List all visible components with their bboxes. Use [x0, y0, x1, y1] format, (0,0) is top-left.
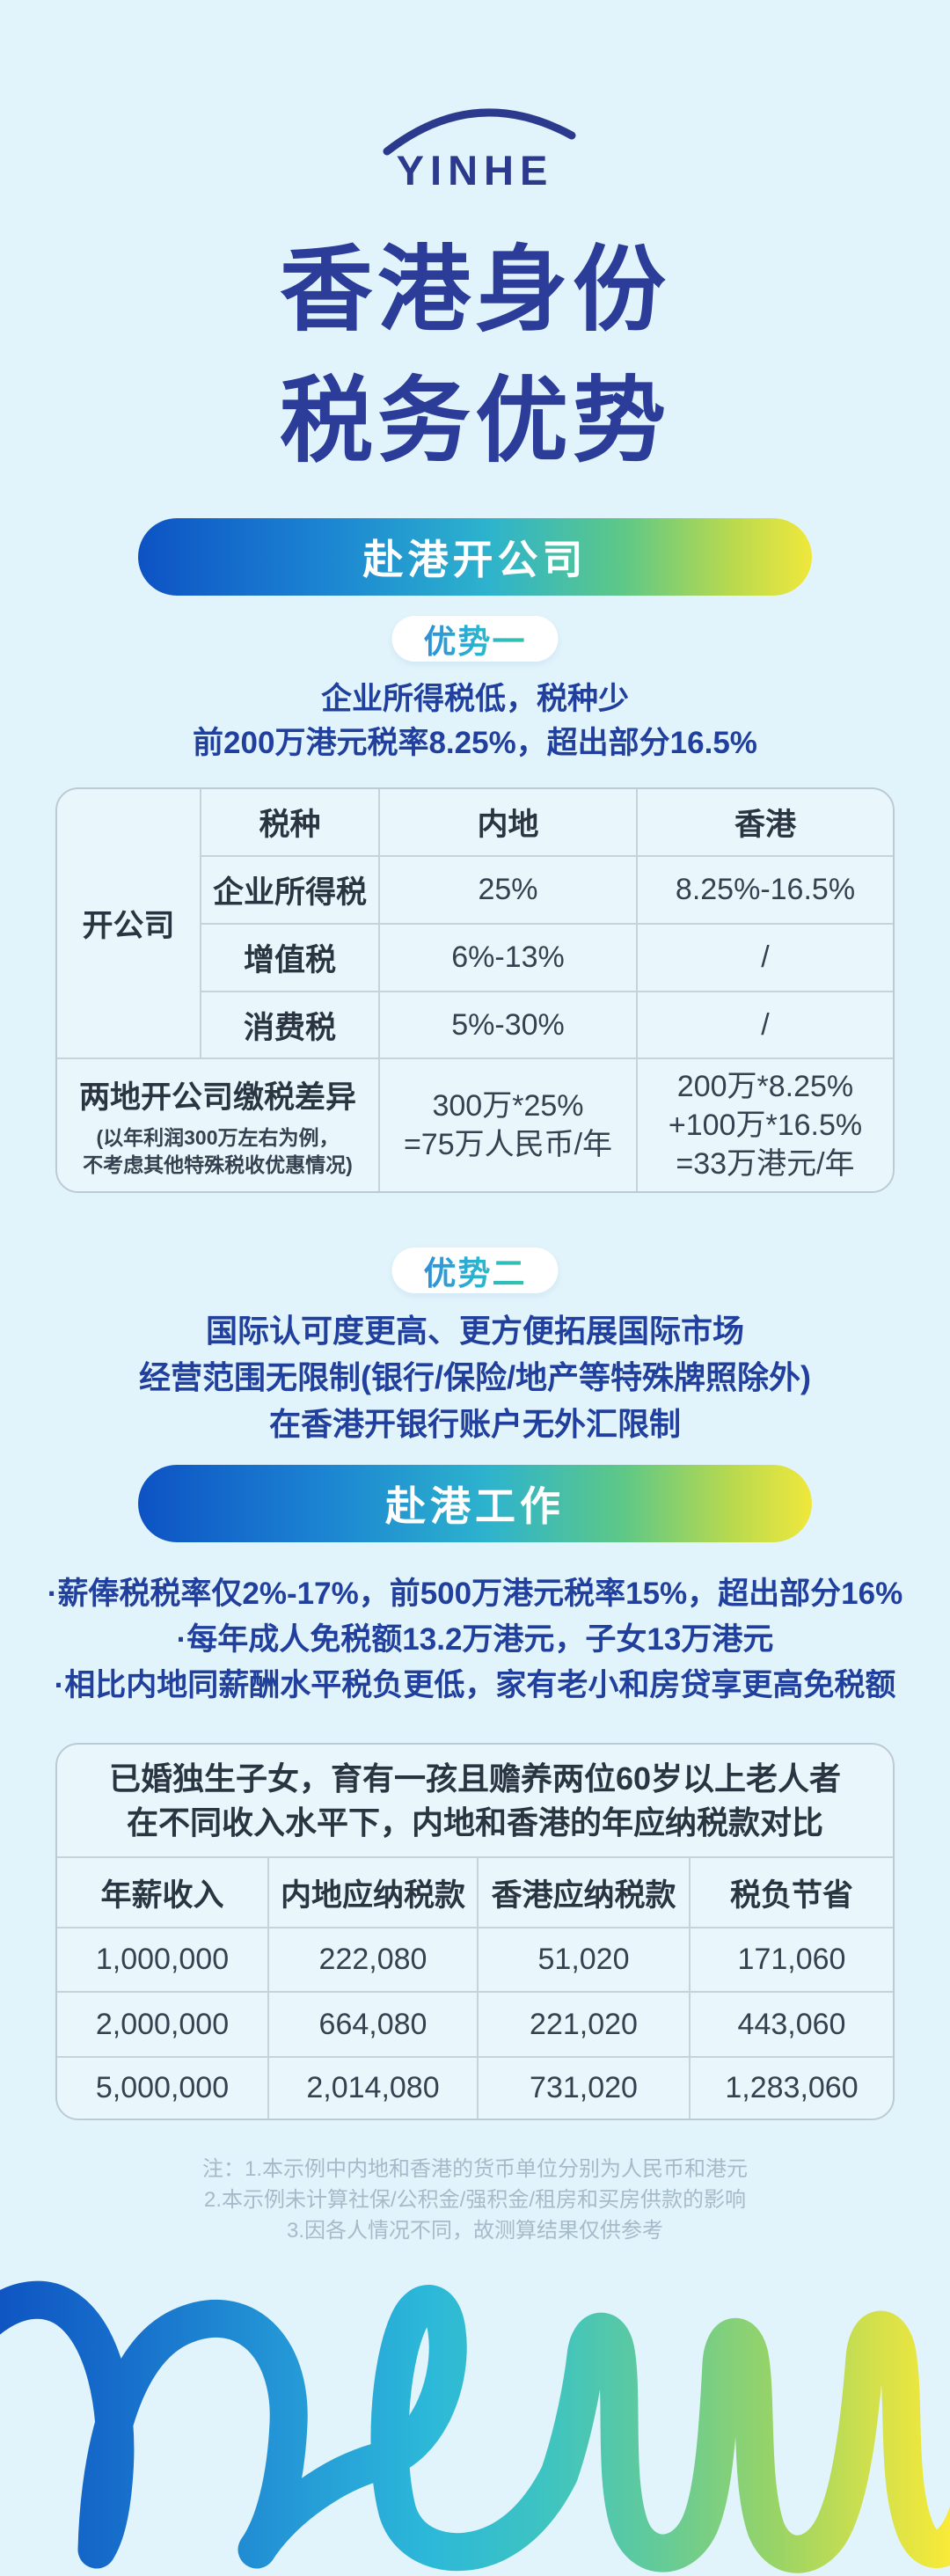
salary-table-cell: 171,060 [691, 1928, 893, 1993]
advantage1-badge-label: 优势一 [424, 615, 527, 662]
tax-table-diff-label-cell: 两地开公司缴税差异 (以年利润300万左右为例， 不考虑其他特殊税收优惠情况) [57, 1059, 380, 1191]
tax-table-cell: / [638, 925, 893, 992]
section-banner-company-label: 赴港开公司 [362, 537, 588, 582]
tax-table-header-hongkong: 香港 [638, 789, 893, 857]
work-bullet: ·薪俸税税率仅2%-17%，前500万港元税率15%，超出部分16% [47, 1577, 903, 1611]
section-banner-work: 赴港工作 [138, 1465, 812, 1542]
disclaimer-note: 2.本示例未计算社保/公积金/强积金/租房和买房供款的影响 [203, 2188, 747, 2212]
advantage2-line: 在香港开银行账户无外汇限制 [268, 1406, 681, 1442]
salary-compare-table: 已婚独生子女，育有一孩且赡养两位60岁以上老人者 在不同收入水平下，内地和香港的… [55, 1743, 895, 2120]
logo: YINHE [325, 81, 625, 197]
salary-table-header-saving: 税负节省 [691, 1858, 893, 1928]
advantage2-line: 经营范围无限制(银行/保险/地产等特殊牌照除外) [139, 1359, 811, 1395]
salary-table-cell: 2,000,000 [57, 1993, 269, 2058]
advantage1-text: 企业所得税低，税种少 前200万港元税率8.25%，超出部分16.5% [0, 677, 950, 765]
tax-table-diff-mainland: 300万*25% =75万人民币/年 [380, 1059, 638, 1191]
tax-table-diff-hongkong: 200万*8.25% +100万*16.5% =33万港元/年 [668, 1070, 863, 1181]
disclaimer-note: 3.因各人情况不同，故测算结果仅供参考 [286, 2219, 663, 2243]
salary-table-header-income: 年薪收入 [57, 1858, 269, 1928]
footer-script-new [0, 2280, 950, 2573]
salary-table-title-line1: 已婚独生子女，育有一孩且赡养两位60岁以上老人者 [108, 1760, 842, 1797]
advantage1-line: 前200万港元税率8.25%，超出部分16.5% [193, 726, 757, 760]
tax-table-cell: / [638, 992, 893, 1059]
disclaimer-notes: 注：1.本示例中内地和香港的货币单位分别为人民币和港元 2.本示例未计算社保/公… [0, 2154, 950, 2246]
tax-table-cell: 5%-30% [380, 992, 638, 1059]
tax-table-cell: 消费税 [201, 992, 380, 1059]
section-banner-company: 赴港开公司 [138, 518, 812, 596]
disclaimer-note: 注：1.本示例中内地和香港的货币单位分别为人民币和港元 [201, 2157, 748, 2181]
work-bullet: ·相比内地同薪酬水平税负更低，家有老小和房贷享更高免税额 [54, 1668, 896, 1702]
salary-table-header-mainland: 内地应纳税款 [269, 1858, 479, 1928]
tax-table-cell: 6%-13% [380, 925, 638, 992]
advantage1-badge: 优势一 [391, 615, 559, 662]
section-banner-work-label: 赴港工作 [385, 1483, 565, 1529]
advantage2-badge: 优势二 [391, 1247, 559, 1294]
salary-table-cell: 2,014,080 [269, 2058, 479, 2119]
tax-table-header-type: 税种 [201, 789, 380, 857]
salary-table-cell: 221,020 [479, 1993, 691, 2058]
advantage1-line: 企业所得税低，税种少 [320, 682, 629, 716]
salary-table-title-line2: 在不同收入水平下，内地和香港的年应纳税款对比 [126, 1804, 823, 1841]
page-title-line2: 税务优势 [280, 370, 670, 473]
salary-table-title: 已婚独生子女，育有一孩且赡养两位60岁以上老人者 在不同收入水平下，内地和香港的… [57, 1745, 893, 1858]
advantage2-line: 国际认可度更高、更方便拓展国际市场 [205, 1313, 744, 1349]
advantage2-text: 国际认可度更高、更方便拓展国际市场 经营范围无限制(银行/保险/地产等特殊牌照除… [0, 1307, 950, 1447]
logo-text: YINHE [397, 147, 554, 194]
footer-script-new-path [0, 2280, 950, 2573]
company-tax-table: 开公司 税种 内地 香港 企业所得税 25% 8.25%-16.5% 增值税 6… [55, 787, 895, 1193]
logo-arc-icon [383, 108, 576, 156]
work-bullet: ·每年成人免税额13.2万港元，子女13万港元 [176, 1622, 774, 1657]
tax-table-diff-label: 两地开公司缴税差异 [78, 1079, 356, 1115]
tax-table-cell: 8.25%-16.5% [638, 857, 893, 925]
page-title-line1: 香港身份 [280, 238, 670, 342]
salary-table-header-hongkong: 香港应纳税款 [479, 1858, 691, 1928]
salary-table-cell: 1,283,060 [725, 2071, 859, 2104]
tax-table-diff-note: (以年利润300万左右为例， 不考虑其他特殊税收优惠情况) [83, 1125, 353, 1176]
work-bullets: ·薪俸税税率仅2%-17%，前500万港元税率15%，超出部分16% ·每年成人… [0, 1571, 950, 1709]
tax-table-header-mainland: 内地 [380, 789, 638, 857]
salary-table-cell: 443,060 [691, 1993, 893, 2058]
page-title: 香港身份 税务优势 [0, 225, 950, 487]
salary-table-cell: 5,000,000 [57, 2058, 269, 2119]
advantage2-badge-label: 优势二 [424, 1247, 527, 1294]
tax-table-cell: 25% [380, 857, 638, 925]
salary-table-cell: 1,000,000 [57, 1928, 269, 1993]
logo-yinhe: YINHE [383, 108, 576, 194]
tax-table-cell: 增值税 [201, 925, 380, 992]
salary-table-cell: 664,080 [269, 1993, 479, 2058]
salary-table-cell: 51,020 [479, 1928, 691, 1993]
salary-table-cell: 222,080 [269, 1928, 479, 1993]
salary-table-cell: 731,020 [479, 2058, 691, 2119]
tax-table-cell: 企业所得税 [201, 857, 380, 925]
tax-table-row-group: 开公司 [57, 789, 201, 1059]
